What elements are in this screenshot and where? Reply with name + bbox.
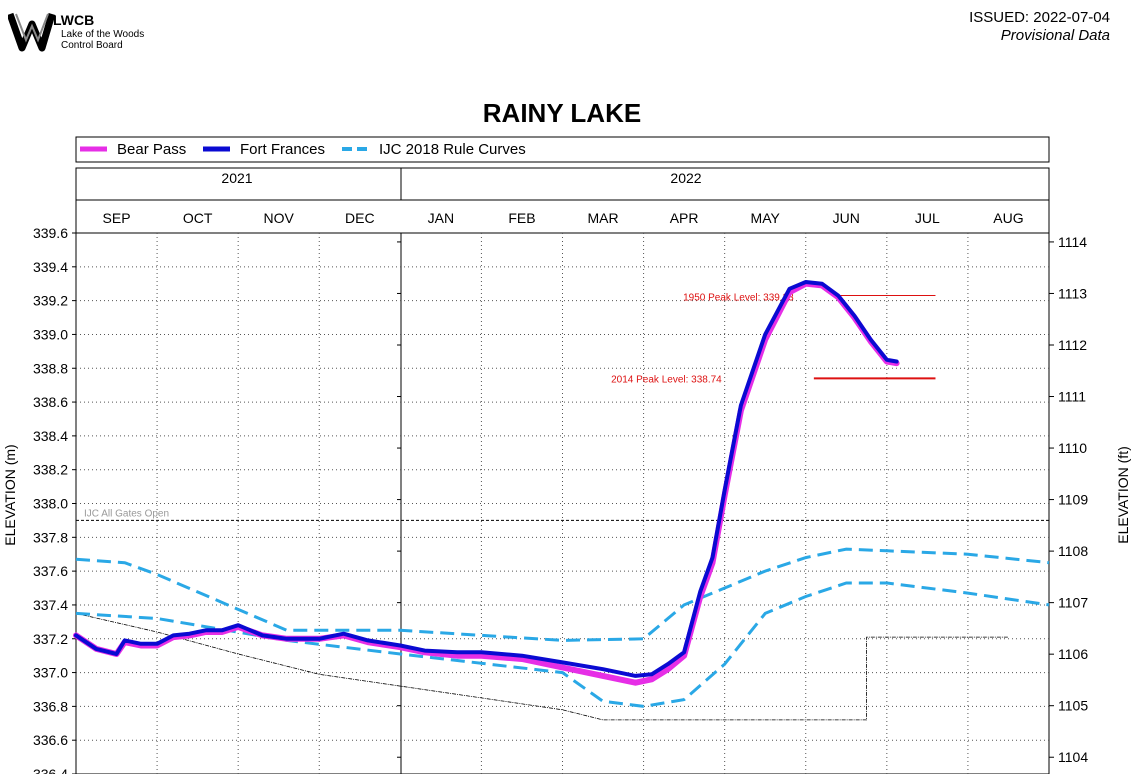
y-tick-label-right: 1114 <box>1058 234 1087 250</box>
month-label-mar: MAR <box>587 210 618 226</box>
reference-black-line <box>75 613 1009 721</box>
bear-pass-line <box>73 280 900 686</box>
legend-label-fort-frances: Fort Frances <box>240 141 325 158</box>
month-labels: SEP OCT NOV DEC JAN FEB MAR APR MAY JUN JUL AUG <box>103 210 1024 226</box>
month-label-jan: JAN <box>428 210 454 226</box>
y-axis-left-ticks: 336.4 336.6 336.8 337.0 337.2 337.4 337.6 337.8… <box>33 225 76 774</box>
y-tick-label-left: 336.6 <box>33 732 68 748</box>
y-tick-label-right: 1112 <box>1058 337 1087 353</box>
y-tick-label-left: 337.0 <box>33 665 68 681</box>
month-label-jul: JUL <box>915 210 940 226</box>
month-label-nov: NOV <box>264 210 295 226</box>
y-tick-label-right: 1107 <box>1058 595 1088 611</box>
y-tick-label-right: 1106 <box>1058 646 1088 662</box>
annotations: IJC All Gates Open 1950 Peak Level: 339.2… <box>76 293 1049 521</box>
legend-box <box>75 136 1050 163</box>
logo-subtitle: Lake of the Woods Control Board <box>61 29 144 51</box>
y-tick-label-right: 1108 <box>1058 543 1088 559</box>
y-tick-label-right: 1109 <box>1058 492 1088 508</box>
month-header-box <box>75 199 1050 234</box>
y-tick-label-right: 1104 <box>1058 749 1088 765</box>
y-tick-label-left: 338.4 <box>33 428 68 444</box>
y-tick-label-left: 338.6 <box>33 394 68 410</box>
y-tick-label-right: 1111 <box>1058 389 1086 405</box>
y-tick-label-left: 338.8 <box>33 360 68 376</box>
year-header-box <box>75 167 1050 201</box>
logo-line-1: Lake of the Woods <box>61 29 145 40</box>
logo-line-2: Control Board <box>61 40 123 51</box>
month-label-may: MAY <box>751 210 781 226</box>
month-label-aug: AUG <box>993 210 1023 226</box>
legend-label-bear-pass: Bear Pass <box>117 141 186 158</box>
logo-w-shadow <box>15 13 49 43</box>
peak-2014-label: 2014 Peak Level: 338.74 <box>611 374 722 385</box>
lwcb-logo <box>8 12 56 52</box>
y-tick-label-left: 338.0 <box>33 496 68 512</box>
y-tick-label-left: 339.2 <box>33 293 68 309</box>
plot-area <box>75 232 1050 774</box>
y-tick-label-left: 339.4 <box>33 259 68 275</box>
month-label-oct: OCT <box>183 210 213 226</box>
provisional-note: Provisional Data <box>1000 27 1110 44</box>
series-lines <box>73 280 1050 721</box>
chart-title: RAINY LAKE <box>483 98 641 128</box>
month-label-dec: DEC <box>345 210 375 226</box>
peak-1950-label: 1950 Peak Level: 339.23 <box>683 293 794 304</box>
y-tick-label-right: 1113 <box>1058 285 1087 301</box>
y-tick-label-left: 337.2 <box>33 631 68 647</box>
y-tick-label-left: 338.2 <box>33 462 68 478</box>
logo-abbrev: LWCB <box>53 12 95 28</box>
y-tick-label-right: 1105 <box>1058 698 1088 714</box>
rule-curve-upper <box>75 547 1050 642</box>
y-tick-label-left: 339.6 <box>33 225 68 241</box>
fort-frances-line <box>74 280 899 678</box>
rule-curve-lower <box>75 581 1050 708</box>
month-label-sep: SEP <box>103 210 131 226</box>
y-tick-label-left: 336.8 <box>33 698 68 714</box>
y-tick-label-left: 337.8 <box>33 529 68 545</box>
y-axis-right-ticks: 1104 1105 1106 1107 1108 1109 1110 1111 1112 1113… <box>397 234 1088 765</box>
issued-date: ISSUED: 2022-07-04 <box>969 9 1110 26</box>
y-tick-label-left: 339.0 <box>33 326 68 342</box>
y-tick-label-left: 337.6 <box>33 563 68 579</box>
y-tick-label-left: 336.4 <box>33 766 68 774</box>
month-label-apr: APR <box>670 210 699 226</box>
y-tick-label-left: 337.4 <box>33 597 68 613</box>
legend-label-rule-curves: IJC 2018 Rule Curves <box>379 141 526 158</box>
gates-open-label: IJC All Gates Open <box>84 508 169 519</box>
month-label-feb: FEB <box>508 210 535 226</box>
y-tick-label-right: 1110 <box>1058 440 1087 456</box>
year-label-2021: 2021 <box>221 170 252 186</box>
y-axis-label-right: ELEVATION (ft) <box>1115 446 1131 544</box>
month-label-jun: JUN <box>833 210 860 226</box>
gridlines <box>76 233 1049 774</box>
y-axis-label-left: ELEVATION (m) <box>2 444 18 545</box>
year-label-2022: 2022 <box>670 170 701 186</box>
